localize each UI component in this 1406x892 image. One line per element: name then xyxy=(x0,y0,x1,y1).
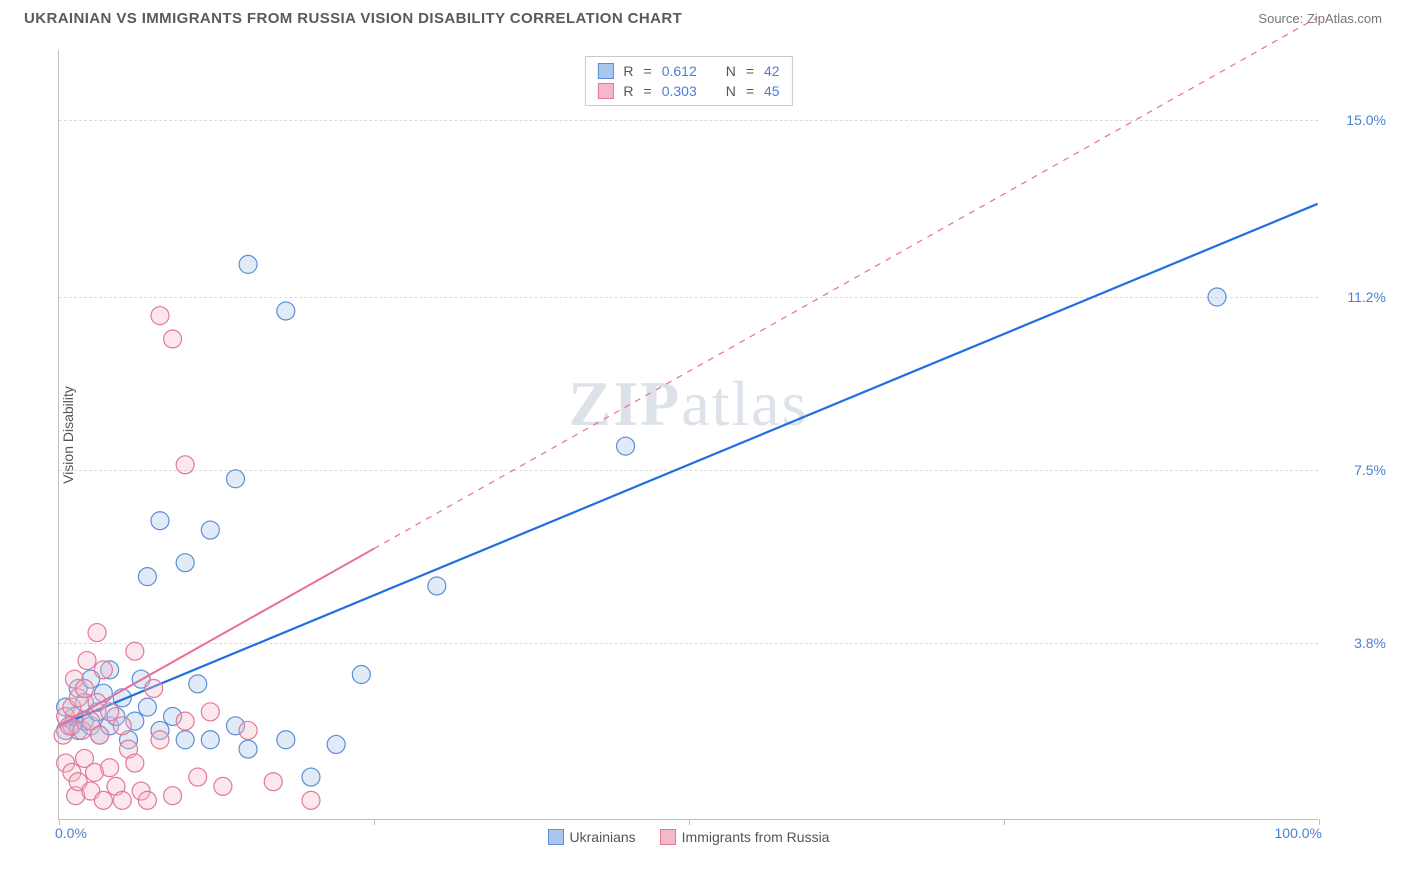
legend-swatch-0 xyxy=(548,829,564,845)
r-value-1: 0.303 xyxy=(662,83,710,99)
scatter-point xyxy=(145,680,163,698)
scatter-point xyxy=(138,568,156,586)
stats-box: R = 0.612 N = 42 R = 0.303 N = 45 xyxy=(584,56,792,106)
y-tick-label: 7.5% xyxy=(1326,462,1386,478)
scatter-point xyxy=(88,624,106,642)
scatter-point xyxy=(239,255,257,273)
chart-header: UKRAINIAN VS IMMIGRANTS FROM RUSSIA VISI… xyxy=(0,0,1406,33)
x-tick xyxy=(1004,819,1005,825)
legend-swatch-1 xyxy=(660,829,676,845)
scatter-point xyxy=(94,661,112,679)
r-value-0: 0.612 xyxy=(662,63,710,79)
scatter-point xyxy=(75,680,93,698)
scatter-point xyxy=(151,307,169,325)
scatter-point xyxy=(151,512,169,530)
scatter-point xyxy=(277,302,295,320)
scatter-point xyxy=(164,330,182,348)
scatter-point xyxy=(91,726,109,744)
r-label-1: R xyxy=(623,83,633,99)
scatter-point xyxy=(617,437,635,455)
y-tick-label: 3.8% xyxy=(1326,635,1386,651)
legend-label-0: Ukrainians xyxy=(570,829,636,845)
scatter-svg xyxy=(59,50,1318,819)
scatter-point xyxy=(201,731,219,749)
scatter-point xyxy=(113,791,131,809)
n-label-1: N xyxy=(726,83,736,99)
scatter-point xyxy=(239,740,257,758)
plot-area: Vision Disability 3.8%7.5%11.2%15.0% 0.0… xyxy=(58,50,1318,820)
equals-1: = xyxy=(644,83,652,99)
scatter-point xyxy=(151,731,169,749)
swatch-series-0 xyxy=(597,63,613,79)
scatter-point xyxy=(78,652,96,670)
r-label-0: R xyxy=(623,63,633,79)
source-attribution: Source: ZipAtlas.com xyxy=(1258,11,1382,26)
y-tick-label: 11.2% xyxy=(1326,289,1386,305)
scatter-point xyxy=(126,754,144,772)
scatter-point xyxy=(201,703,219,721)
x-min-label: 0.0% xyxy=(55,825,87,841)
n-label-0: N xyxy=(726,63,736,79)
scatter-point xyxy=(189,768,207,786)
legend-item-0: Ukrainians xyxy=(548,829,636,845)
x-tick xyxy=(59,819,60,825)
scatter-point xyxy=(176,712,194,730)
equals-1b: = xyxy=(746,83,754,99)
scatter-point xyxy=(138,791,156,809)
n-value-0: 42 xyxy=(764,63,780,79)
n-value-1: 45 xyxy=(764,83,780,99)
scatter-point xyxy=(327,735,345,753)
source-label: Source: xyxy=(1258,11,1303,26)
stats-row-series-0: R = 0.612 N = 42 xyxy=(595,61,781,81)
scatter-point xyxy=(138,698,156,716)
trend-line-dashed xyxy=(374,17,1318,548)
legend-bottom: Ukrainians Immigrants from Russia xyxy=(548,829,830,845)
equals-0: = xyxy=(644,63,652,79)
x-tick xyxy=(689,819,690,825)
trend-line xyxy=(59,549,374,726)
scatter-point xyxy=(1208,288,1226,306)
scatter-point xyxy=(113,717,131,735)
equals-0b: = xyxy=(746,63,754,79)
scatter-point xyxy=(428,577,446,595)
chart-title: UKRAINIAN VS IMMIGRANTS FROM RUSSIA VISI… xyxy=(24,10,682,27)
scatter-point xyxy=(176,456,194,474)
scatter-point xyxy=(264,773,282,791)
source-value: ZipAtlas.com xyxy=(1307,11,1382,26)
trend-line xyxy=(59,204,1317,726)
x-tick xyxy=(1319,819,1320,825)
scatter-point xyxy=(164,787,182,805)
scatter-point xyxy=(126,642,144,660)
scatter-point xyxy=(94,791,112,809)
scatter-point xyxy=(101,759,119,777)
x-max-label: 100.0% xyxy=(1275,825,1322,841)
scatter-point xyxy=(352,666,370,684)
scatter-point xyxy=(214,777,232,795)
legend-item-1: Immigrants from Russia xyxy=(660,829,830,845)
scatter-point xyxy=(176,731,194,749)
scatter-point xyxy=(201,521,219,539)
scatter-point xyxy=(277,731,295,749)
scatter-point xyxy=(176,554,194,572)
chart-container: Vision Disability 3.8%7.5%11.2%15.0% 0.0… xyxy=(58,50,1318,820)
stats-row-series-1: R = 0.303 N = 45 xyxy=(595,81,781,101)
x-tick xyxy=(374,819,375,825)
y-tick-label: 15.0% xyxy=(1326,112,1386,128)
scatter-point xyxy=(302,768,320,786)
swatch-series-1 xyxy=(597,83,613,99)
scatter-point xyxy=(189,675,207,693)
scatter-point xyxy=(239,721,257,739)
scatter-point xyxy=(101,703,119,721)
scatter-point xyxy=(227,470,245,488)
scatter-point xyxy=(302,791,320,809)
legend-label-1: Immigrants from Russia xyxy=(682,829,830,845)
